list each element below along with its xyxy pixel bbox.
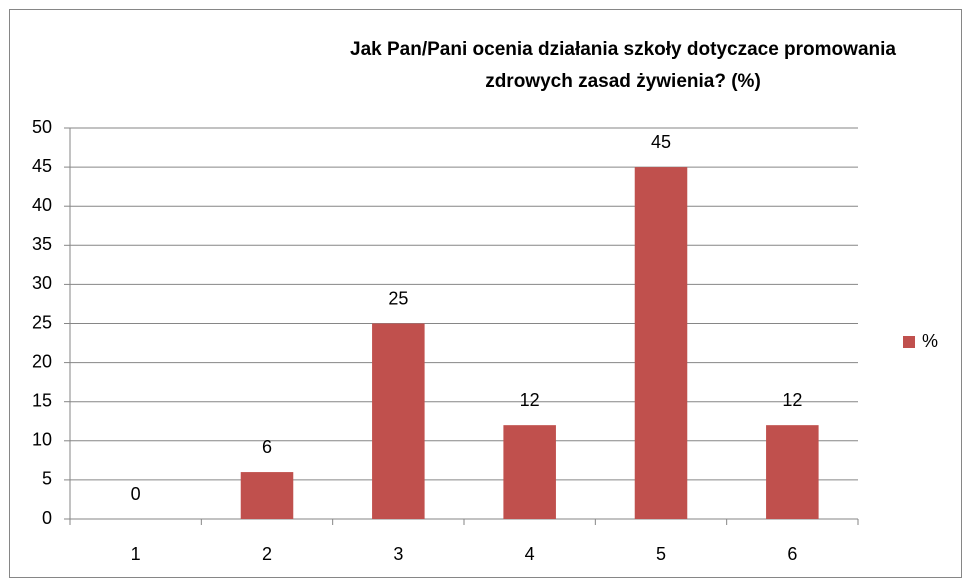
chart-title: zdrowych zasad żywienia? (%): [485, 71, 761, 92]
y-tick-label: 5: [42, 469, 52, 489]
legend-swatch: [903, 336, 915, 348]
chart-frame: [9, 9, 962, 578]
bar: [372, 323, 425, 519]
bar: [634, 167, 688, 519]
legend-label: %: [922, 331, 938, 351]
y-tick-label: 30: [32, 273, 52, 293]
y-tick-label: 15: [32, 390, 52, 410]
data-label: 12: [520, 390, 540, 410]
x-tick-label: 2: [262, 544, 272, 564]
y-tick-label: 10: [32, 430, 52, 450]
y-tick-label: 45: [32, 156, 52, 176]
chart-title: Jak Pan/Pani ocenia działania szkoły dot…: [350, 39, 896, 60]
y-tick-label: 25: [32, 312, 52, 332]
x-tick-label: 1: [131, 544, 141, 564]
y-tick-label: 20: [32, 351, 52, 371]
y-tick-label: 40: [32, 195, 52, 215]
x-tick-label: 6: [787, 544, 797, 564]
x-tick-label: 5: [656, 544, 666, 564]
x-tick-label: 4: [525, 544, 535, 564]
y-tick-label: 35: [32, 234, 52, 254]
bar: [503, 425, 556, 519]
x-tick-label: 3: [393, 544, 403, 564]
y-tick-label: 0: [42, 508, 52, 528]
data-label: 25: [388, 288, 408, 308]
data-label: 45: [651, 132, 671, 152]
data-label: 0: [131, 484, 141, 504]
data-label: 6: [262, 437, 272, 457]
y-tick-label: 50: [32, 117, 52, 137]
bar: [766, 425, 819, 519]
data-label: 12: [782, 390, 802, 410]
bar: [240, 472, 294, 519]
